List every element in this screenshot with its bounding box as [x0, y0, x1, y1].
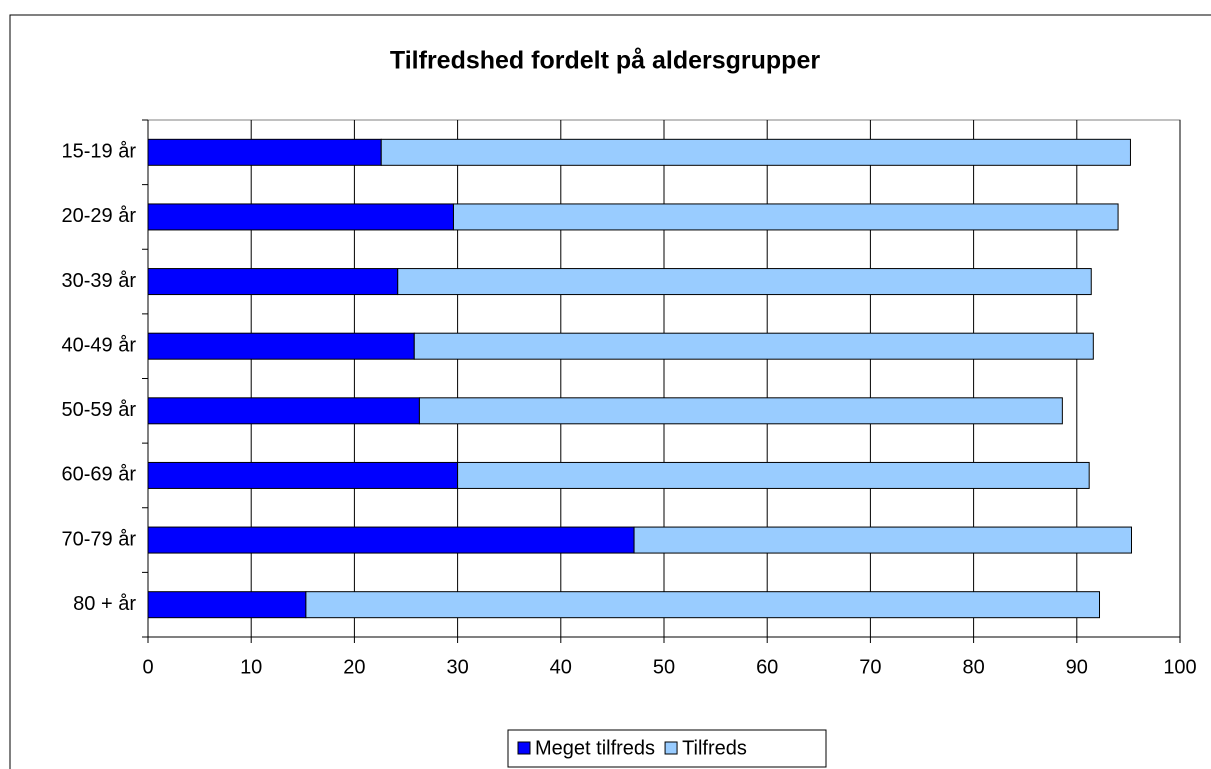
bar	[147, 591, 307, 619]
bar	[452, 203, 1119, 231]
bar	[147, 332, 415, 360]
legend-swatch	[517, 741, 531, 755]
legend-swatch	[664, 741, 678, 755]
bar	[305, 591, 1101, 619]
bar	[418, 397, 1063, 425]
bar	[147, 203, 454, 231]
bar	[633, 526, 1132, 554]
x-tick-label: 80	[962, 656, 984, 678]
x-tick-label: 70	[859, 656, 881, 678]
bar	[147, 268, 399, 296]
x-tick-label: 20	[343, 656, 365, 678]
bar	[457, 461, 1090, 489]
legend-label: Meget tilfreds	[535, 737, 655, 759]
legend-label: Tilfreds	[682, 737, 747, 759]
bar	[147, 526, 635, 554]
y-tick-label: 60-69 år	[62, 464, 137, 486]
y-tick-label: 15-19 år	[62, 141, 137, 163]
bar	[147, 397, 420, 425]
y-tick-label: 30-39 år	[62, 270, 137, 292]
y-tick-label: 50-59 år	[62, 399, 137, 421]
y-tick-label: 70-79 år	[62, 528, 137, 550]
y-tick-label: 80 + år	[73, 593, 136, 615]
y-tick-label: 40-49 år	[62, 334, 137, 356]
x-tick-label: 50	[653, 656, 675, 678]
bar	[413, 332, 1094, 360]
x-tick-label: 90	[1066, 656, 1088, 678]
y-tick-label: 20-29 år	[62, 205, 137, 227]
bar	[147, 138, 382, 166]
bar	[397, 268, 1092, 296]
x-tick-label: 0	[142, 656, 153, 678]
x-tick-label: 60	[756, 656, 778, 678]
x-tick-label: 30	[446, 656, 468, 678]
chart-title: Tilfredshed fordelt på aldersgrupper	[390, 47, 820, 75]
bar	[380, 138, 1131, 166]
x-tick-label: 40	[550, 656, 572, 678]
x-tick-label: 100	[1163, 656, 1196, 678]
bar	[147, 461, 459, 489]
x-tick-label: 10	[240, 656, 262, 678]
